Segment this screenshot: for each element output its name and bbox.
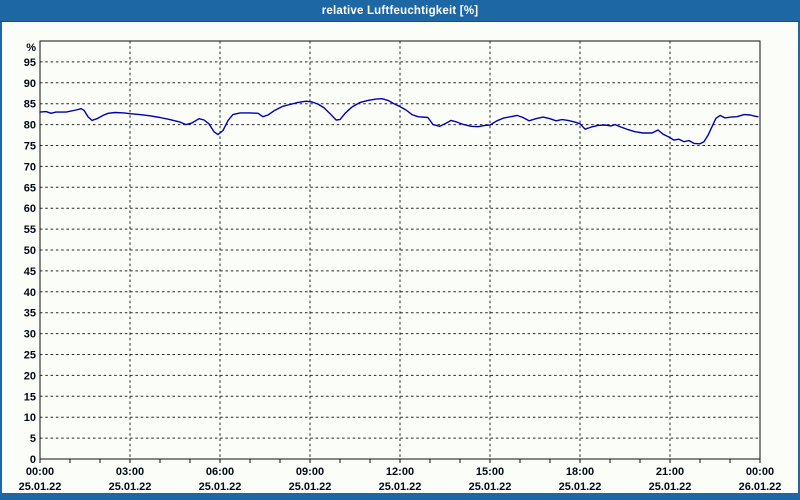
x-axis-date-label: 25.01.22 [379,481,422,493]
x-axis-date-label: 25.01.22 [649,481,692,493]
y-axis-label: 90 [24,78,36,90]
chart-title: relative Luftfeuchtigkeit [%] [321,4,479,17]
chart-canvas: 0 5 10 15 20 25 30 35 40 45 50 55 60 65 70 75 80 85 90 95% 0… [2,22,798,493]
x-axis-date-label: 25.01.22 [19,481,62,493]
y-axis-label: 0 [30,454,36,466]
x-axis-time-label: 00:00 [746,466,774,478]
y-axis-label: 75 [24,141,36,153]
data-line-humidity [39,97,759,145]
x-axis-date-label: 25.01.22 [109,481,152,493]
x-axis-date-label: 25.01.22 [289,481,332,493]
y-axis-label: 85 [24,99,36,111]
y-axis-label: 70 [24,161,36,173]
x-axis-date-label: 25.01.22 [559,481,602,493]
y-axis-label: 95 [24,57,36,69]
y-axis-label: 20 [24,370,36,382]
y-axis-label: 65 [24,182,36,194]
x-axis-time-label: 00:00 [26,466,54,478]
y-axis-label: 5 [30,433,36,445]
x-axis-time-label: 15:00 [476,466,504,478]
y-axis-label: 40 [24,287,36,299]
x-axis-time-label: 21:00 [656,466,684,478]
y-axis-label: 50 [24,245,36,257]
y-axis-label: 15 [24,391,36,403]
y-axis-label: 30 [24,329,36,341]
y-axis-label: 10 [24,412,36,424]
y-axis-label: 60 [24,203,36,215]
y-axis-label: 80 [24,120,36,132]
y-axis-label: 25 [24,350,36,362]
x-axis-date-label: 26.01.22 [739,481,782,493]
y-axis-label: 45 [24,266,36,278]
y-axis-unit-label: % [26,42,36,54]
title-bar: relative Luftfeuchtigkeit [%] [0,0,800,22]
x-axis-time-label: 03:00 [116,466,144,478]
y-axis-label: 35 [24,308,36,320]
x-axis-time-label: 12:00 [386,466,414,478]
x-axis-time-label: 18:00 [566,466,594,478]
x-axis-date-label: 25.01.22 [469,481,512,493]
x-axis-date-label: 25.01.22 [199,481,242,493]
x-axis-time-label: 06:00 [206,466,234,478]
y-axis-label: 55 [24,224,36,236]
chart-svg: 0 5 10 15 20 25 30 35 40 45 50 55 60 65 70 75 80 85 90 95% 0… [19,40,782,493]
x-axis-time-label: 09:00 [296,466,324,478]
